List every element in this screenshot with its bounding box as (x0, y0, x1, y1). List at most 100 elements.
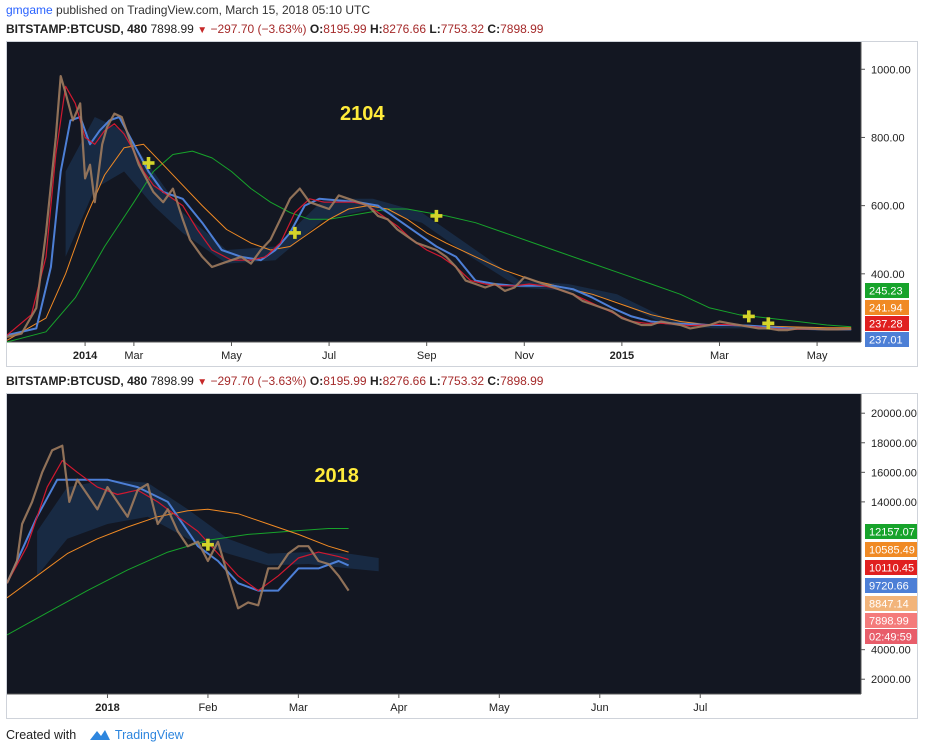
x-tick-label: May (489, 702, 510, 714)
x-tick-label: Jul (322, 350, 336, 362)
price-label-box (865, 578, 917, 593)
price-label-text: 10585.49 (869, 545, 915, 557)
price-label-box (865, 316, 909, 331)
y-tick-label: 20000.00 (871, 408, 917, 420)
y-tick-label: 800.00 (871, 132, 905, 144)
published-text: published on TradingView.com, March 15, … (56, 3, 370, 17)
high-label: H: (369, 374, 383, 388)
close-value: 7898.99 (500, 374, 544, 388)
price-label-box (865, 542, 917, 557)
crosshair-marker (742, 310, 755, 323)
close-label: C: (487, 374, 501, 388)
series-line-ma-orange (6, 508, 349, 599)
crosshair-marker (201, 538, 214, 551)
tradingview-brand-link[interactable]: TradingView (114, 728, 184, 742)
chart-panel-2018[interactable]: 2018 20000.00 18000.00 16000.00 14000.00 4000… (5, 393, 918, 719)
crosshair-marker (762, 317, 775, 330)
last-price: 7898.99 (150, 22, 194, 36)
symbol-name[interactable]: BITSTAMP:BTCUSD, 480 (6, 22, 148, 36)
high-value: 8276.66 (382, 374, 427, 388)
author-link[interactable]: gmgame (6, 3, 53, 17)
ichimoku-cloud (37, 479, 379, 576)
marker-bar-v (146, 157, 151, 169)
price-label-box (865, 596, 917, 611)
low-label: L: (429, 22, 441, 36)
tradingview-cloud-icon (89, 730, 110, 740)
x-tick-label: 2014 (73, 350, 98, 362)
close-value: 7898.99 (500, 22, 544, 36)
y-tick-label: 14000.00 (871, 497, 917, 509)
low-value: 7753.32 (440, 22, 485, 36)
y-tick-label: 4000.00 (871, 645, 911, 657)
price-label-box (865, 332, 909, 347)
open-label: O: (309, 22, 324, 36)
series-line-tenkan (6, 459, 349, 592)
symbol-legend-top: BITSTAMP:BTCUSD, 480 7898.99 ▼ −297.70 (… (6, 22, 543, 36)
x-tick-label: 2015 (610, 350, 634, 362)
symbol-name[interactable]: BITSTAMP:BTCUSD, 480 (6, 374, 148, 388)
price-change: −297.70 (−3.63%) (210, 374, 307, 388)
x-tick-label: Jun (591, 702, 609, 714)
crosshair-marker (142, 157, 155, 169)
marker-bar-v (293, 226, 297, 239)
price-label-box (865, 613, 917, 628)
price-label-text: 02:49:59 (869, 632, 912, 644)
price-label-box (865, 524, 917, 539)
series-line-price (6, 75, 852, 338)
x-tick-label: Apr (390, 702, 407, 714)
x-tick-label: Nov (514, 350, 534, 362)
price-label-text: 8847.14 (869, 599, 909, 611)
x-tick-label: Jul (693, 702, 707, 714)
x-tick-label: Mar (710, 350, 729, 362)
series-line-price (5, 444, 350, 610)
chart-annotation-title: 2018 (314, 465, 359, 487)
chart-panel-2014[interactable]: 2104 1000.00 800.00 600.00 400.00 245.23 241.9… (6, 41, 918, 367)
price-change: −297.70 (−3.63%) (210, 22, 307, 36)
crosshair-marker (430, 209, 443, 222)
price-label-text: 7898.99 (869, 616, 909, 628)
x-tick-label: Mar (289, 702, 308, 714)
created-with-text: Created with (6, 728, 77, 742)
marker-bar-v (434, 209, 439, 222)
price-label-text: 237.01 (869, 335, 903, 347)
open-label: O: (309, 374, 324, 388)
marker-bar-v (206, 538, 210, 551)
price-label-box (865, 283, 909, 298)
price-label-text: 10110.45 (869, 563, 914, 575)
chart-2014-svg[interactable]: 2104 1000.00 800.00 600.00 400.00 245.23 241.9… (6, 42, 917, 366)
price-label-text: 12157.07 (869, 527, 915, 539)
marker-bar-v (766, 317, 771, 330)
price-label-box (865, 629, 917, 644)
x-tick-label: Feb (198, 702, 217, 714)
open-value: 8195.99 (323, 22, 367, 36)
series-line-ma-orange (6, 143, 852, 341)
chart-annotation-title: 2104 (340, 103, 385, 125)
x-tick-label: May (807, 350, 828, 362)
last-price: 7898.99 (150, 374, 194, 388)
price-label-box (865, 560, 917, 575)
open-value: 8195.99 (323, 374, 367, 388)
price-label-text: 237.28 (869, 319, 903, 331)
price-label-box (865, 300, 909, 315)
plot-background (7, 394, 861, 694)
low-value: 7753.32 (440, 374, 485, 388)
price-label-text: 241.94 (869, 303, 903, 315)
down-arrow-icon: ▼ (197, 25, 208, 36)
chart-2018-svg[interactable]: 2018 20000.00 18000.00 16000.00 14000.00 4000… (5, 394, 917, 718)
footer: Created with TradingView (6, 727, 184, 742)
x-tick-label: Sep (417, 350, 437, 362)
y-tick-label: 1000.00 (871, 64, 911, 76)
price-label-text: 245.23 (869, 286, 903, 298)
high-value: 8276.66 (382, 22, 427, 36)
publish-info: gmgame published on TradingView.com, Mar… (6, 3, 370, 17)
x-tick-label: May (221, 350, 242, 362)
marker-bar-v (747, 310, 751, 323)
plot-background (7, 42, 861, 342)
x-tick-label: 2018 (95, 702, 119, 714)
x-tick-label: Mar (124, 350, 143, 362)
crosshair-marker (288, 226, 301, 239)
y-tick-label: 16000.00 (871, 467, 917, 479)
symbol-legend-bottom: BITSTAMP:BTCUSD, 480 7898.99 ▼ −297.70 (… (6, 374, 543, 388)
y-tick-label: 2000.00 (871, 674, 911, 686)
high-label: H: (369, 22, 383, 36)
